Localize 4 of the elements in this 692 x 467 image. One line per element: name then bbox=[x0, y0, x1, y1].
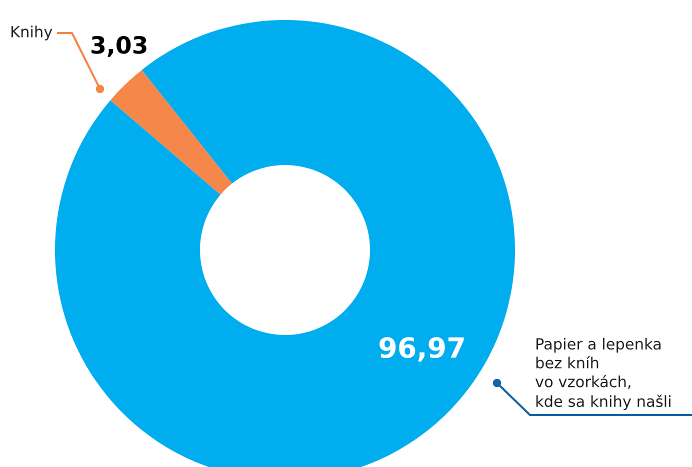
slice-label: Papier a lepenka bez kníh vo vzorkách, kde sa knihy našli bbox=[535, 338, 670, 410]
data-label: 96,97 bbox=[380, 337, 464, 362]
data-label: 3,03 bbox=[92, 36, 146, 57]
slice-label: Knihy bbox=[12, 26, 52, 40]
